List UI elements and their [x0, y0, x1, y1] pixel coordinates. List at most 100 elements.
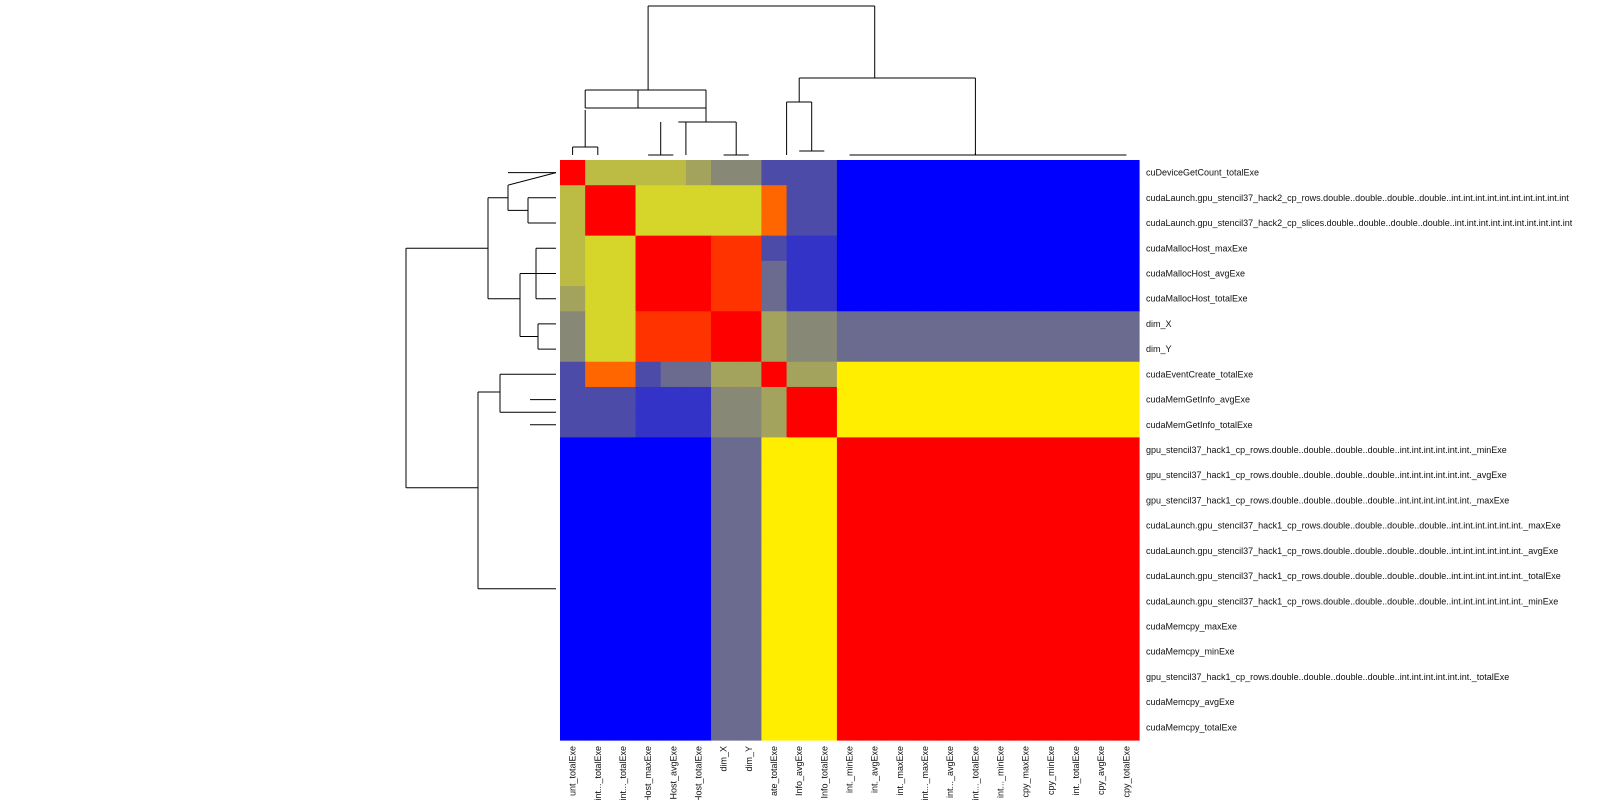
heatmap-cell-r13-c9: [786, 487, 813, 514]
heatmap-cell-r3-c6: [711, 235, 737, 262]
heatmap-cell-r7-c15: [937, 336, 964, 363]
column-label: int..._minExe: [996, 746, 1006, 798]
heatmap-cell-r16-c2: [610, 563, 637, 590]
heatmap-cell-r4-c5: [685, 260, 712, 287]
heatmap-cell-r1-c14: [912, 185, 939, 212]
heatmap-cell-r0-c9: [786, 160, 813, 186]
heatmap-cell-r6-c6: [711, 311, 737, 338]
heatmap-cell-r8-c20: [1063, 361, 1090, 388]
heatmap-cell-r11-c13: [887, 437, 914, 464]
heatmap-cell-r18-c17: [987, 613, 1014, 640]
heatmap-cell-r20-c9: [786, 664, 813, 691]
column-label: cpy_avgExe: [1096, 746, 1106, 795]
row-label: cudaLaunch.gpu_stencil37_hack1_cp_rows.d…: [1146, 521, 1561, 531]
heatmap-cell-r6-c12: [862, 311, 888, 338]
heatmap-cell-r19-c10: [811, 639, 838, 665]
heatmap-cell-r11-c21: [1088, 437, 1115, 464]
heatmap-cell-r12-c21: [1088, 462, 1115, 489]
row-label: dim_X: [1146, 319, 1172, 329]
heatmap-cell-r13-c6: [711, 487, 737, 514]
heatmap-cell-r18-c3: [635, 613, 662, 640]
heatmap-cell-r13-c11: [836, 487, 863, 514]
heatmap-cell-r22-c8: [761, 714, 788, 741]
heatmap-cell-r12-c7: [736, 462, 762, 489]
heatmap-cell-r15-c11: [836, 538, 863, 565]
heatmap-cell-r0-c14: [912, 160, 939, 186]
heatmap-cell-r11-c0: [560, 437, 586, 464]
row-dendrogram: [405, 172, 557, 590]
column-label: Info_avgExe: [794, 746, 804, 796]
heatmap-cell-r7-c16: [962, 336, 989, 363]
row-label: gpu_stencil37_hack1_cp_rows.double..doub…: [1146, 470, 1507, 480]
heatmap-cell-r3-c11: [836, 235, 863, 262]
heatmap-cell-r3-c0: [560, 235, 586, 262]
heatmap-cell-r10-c22: [1113, 412, 1140, 438]
row-label: cudaMemcpy_totalExe: [1146, 722, 1237, 732]
heatmap-cell-r15-c5: [685, 538, 712, 565]
heatmap-cell-r1-c6: [711, 185, 737, 212]
heatmap-cell-r20-c21: [1088, 664, 1115, 691]
heatmap-cell-r1-c2: [610, 185, 637, 212]
heatmap-cell-r5-c0: [560, 286, 586, 312]
heatmap-cell-r17-c15: [937, 588, 964, 615]
heatmap-cell-r10-c14: [912, 412, 939, 438]
heatmap-cell-r1-c9: [786, 185, 813, 212]
heatmap-cell-r16-c5: [685, 563, 712, 590]
heatmap-cell-r11-c11: [836, 437, 863, 464]
heatmap-cell-r2-c15: [937, 210, 964, 237]
heatmap-cell-r5-c12: [862, 286, 888, 312]
heatmap-cell-r22-c18: [1013, 714, 1039, 741]
heatmap-cell-r5-c10: [811, 286, 838, 312]
heatmap-cell-r16-c18: [1013, 563, 1039, 590]
heatmap-cell-r18-c6: [711, 613, 737, 640]
heatmap-cell-r5-c1: [585, 286, 611, 312]
heatmap-cell-r15-c18: [1013, 538, 1039, 565]
heatmap-cell-r15-c12: [862, 538, 888, 565]
heatmap-cell-r20-c2: [610, 664, 637, 691]
heatmap-cell-r16-c7: [736, 563, 762, 590]
dendrogram-branch: [507, 172, 557, 186]
heatmap-cell-r4-c3: [635, 260, 662, 287]
heatmap-cell-r4-c0: [560, 260, 586, 287]
column-label: int..._totalExe: [970, 746, 980, 800]
heatmap-cell-r16-c22: [1113, 563, 1140, 590]
heatmap-cell-r3-c9: [786, 235, 813, 262]
heatmap-cell-r2-c8: [761, 210, 788, 237]
heatmap-cell-r20-c18: [1013, 664, 1039, 691]
heatmap-cell-r1-c12: [862, 185, 888, 212]
heatmap-cell-r16-c21: [1088, 563, 1115, 590]
heatmap-cell-r9-c12: [862, 386, 888, 413]
heatmap-cell-r14-c17: [987, 513, 1014, 539]
heatmap-cell-r9-c6: [711, 386, 737, 413]
heatmap-cell-r3-c2: [610, 235, 637, 262]
heatmap-cell-r4-c12: [862, 260, 888, 287]
column-label: unt_totalExe: [568, 746, 578, 796]
heatmap-cell-r19-c22: [1113, 639, 1140, 665]
heatmap-cell-r20-c1: [585, 664, 611, 691]
heatmap-cell-r1-c18: [1013, 185, 1039, 212]
heatmap-cell-r22-c1: [585, 714, 611, 741]
heatmap-cell-r14-c16: [962, 513, 989, 539]
row-label: cudaMallocHost_maxExe: [1146, 243, 1248, 253]
heatmap-cell-r8-c8: [761, 361, 788, 388]
heatmap-cell-r16-c12: [862, 563, 888, 590]
heatmap-cell-r9-c13: [887, 386, 914, 413]
heatmap-cell-r1-c20: [1063, 185, 1090, 212]
heatmap-cell-r10-c8: [761, 412, 788, 438]
row-label: cudaMemGetInfo_totalExe: [1146, 420, 1253, 430]
heatmap-cell-r14-c1: [585, 513, 611, 539]
row-label: cudaMallocHost_avgExe: [1146, 269, 1245, 279]
heatmap-cell-r14-c12: [862, 513, 888, 539]
heatmap-cell-r20-c5: [685, 664, 712, 691]
heatmap-cell-r7-c1: [585, 336, 611, 363]
heatmap-cell-r2-c5: [685, 210, 712, 237]
column-label: Host_avgExe: [668, 746, 678, 800]
heatmap-cell-r4-c17: [987, 260, 1014, 287]
row-label: cudaLaunch.gpu_stencil37_hack1_cp_rows.d…: [1146, 546, 1558, 556]
heatmap-cell-r14-c8: [761, 513, 788, 539]
heatmap-cell-r10-c1: [585, 412, 611, 438]
heatmap-cell-r16-c19: [1038, 563, 1065, 590]
heatmap-cell-r12-c15: [937, 462, 964, 489]
heatmap-cell-r5-c17: [987, 286, 1014, 312]
heatmap-cell-r13-c1: [585, 487, 611, 514]
